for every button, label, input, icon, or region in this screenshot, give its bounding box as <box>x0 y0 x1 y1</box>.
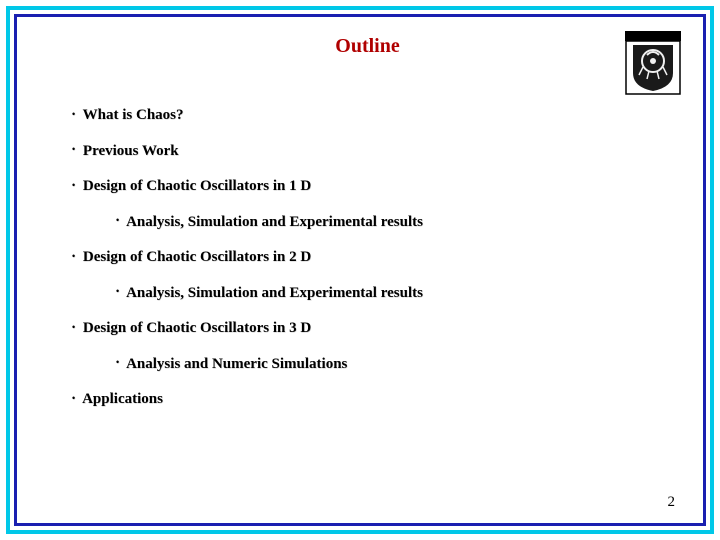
bullet-icon: • <box>116 357 119 367</box>
bullet-icon: • <box>72 180 75 190</box>
outline-item-text: Analysis, Simulation and Experimental re… <box>126 285 423 301</box>
outline-item: • Applications <box>72 390 663 410</box>
bullet-icon: • <box>72 322 75 332</box>
outline-item-text: Applications <box>82 391 163 407</box>
outline-item: • What is Chaos? <box>72 106 663 126</box>
logo-banner <box>625 31 681 41</box>
outline-subitem: • Analysis, Simulation and Experimental … <box>116 213 663 233</box>
bullet-icon: • <box>116 286 119 296</box>
outline-subitem: • Analysis, Simulation and Experimental … <box>116 284 663 304</box>
page-number: 2 <box>668 494 676 511</box>
outline-item: • Design of Chaotic Oscillators in 1 D <box>72 177 663 197</box>
outline-list: • What is Chaos?• Previous Work• Design … <box>72 106 663 410</box>
outline-item-text: Design of Chaotic Oscillators in 3 D <box>83 320 311 336</box>
outline-item: • Design of Chaotic Oscillators in 3 D <box>72 319 663 339</box>
inner-border: Outline • What is Chaos?• Previous Work•… <box>14 14 706 526</box>
outline-item-text: Previous Work <box>83 143 179 159</box>
outline-item-text: Analysis and Numeric Simulations <box>126 356 347 372</box>
outer-border: Outline • What is Chaos?• Previous Work•… <box>6 6 714 534</box>
slide-title: Outline <box>72 35 663 58</box>
logo-emblem <box>625 31 681 95</box>
outline-item-text: Design of Chaotic Oscillators in 1 D <box>83 178 311 194</box>
bullet-icon: • <box>116 215 119 225</box>
bullet-icon: • <box>72 251 75 261</box>
slide-content: Outline • What is Chaos?• Previous Work•… <box>17 17 703 523</box>
outline-item-text: Design of Chaotic Oscillators in 2 D <box>83 249 311 265</box>
bullet-icon: • <box>72 144 75 154</box>
bullet-icon: • <box>72 109 75 119</box>
outline-item-text: Analysis, Simulation and Experimental re… <box>126 214 423 230</box>
outline-item: • Previous Work <box>72 142 663 162</box>
outline-item-text: What is Chaos? <box>83 107 184 123</box>
bullet-icon: • <box>72 393 75 403</box>
outline-item: • Design of Chaotic Oscillators in 2 D <box>72 248 663 268</box>
outline-subitem: • Analysis and Numeric Simulations <box>116 355 663 375</box>
